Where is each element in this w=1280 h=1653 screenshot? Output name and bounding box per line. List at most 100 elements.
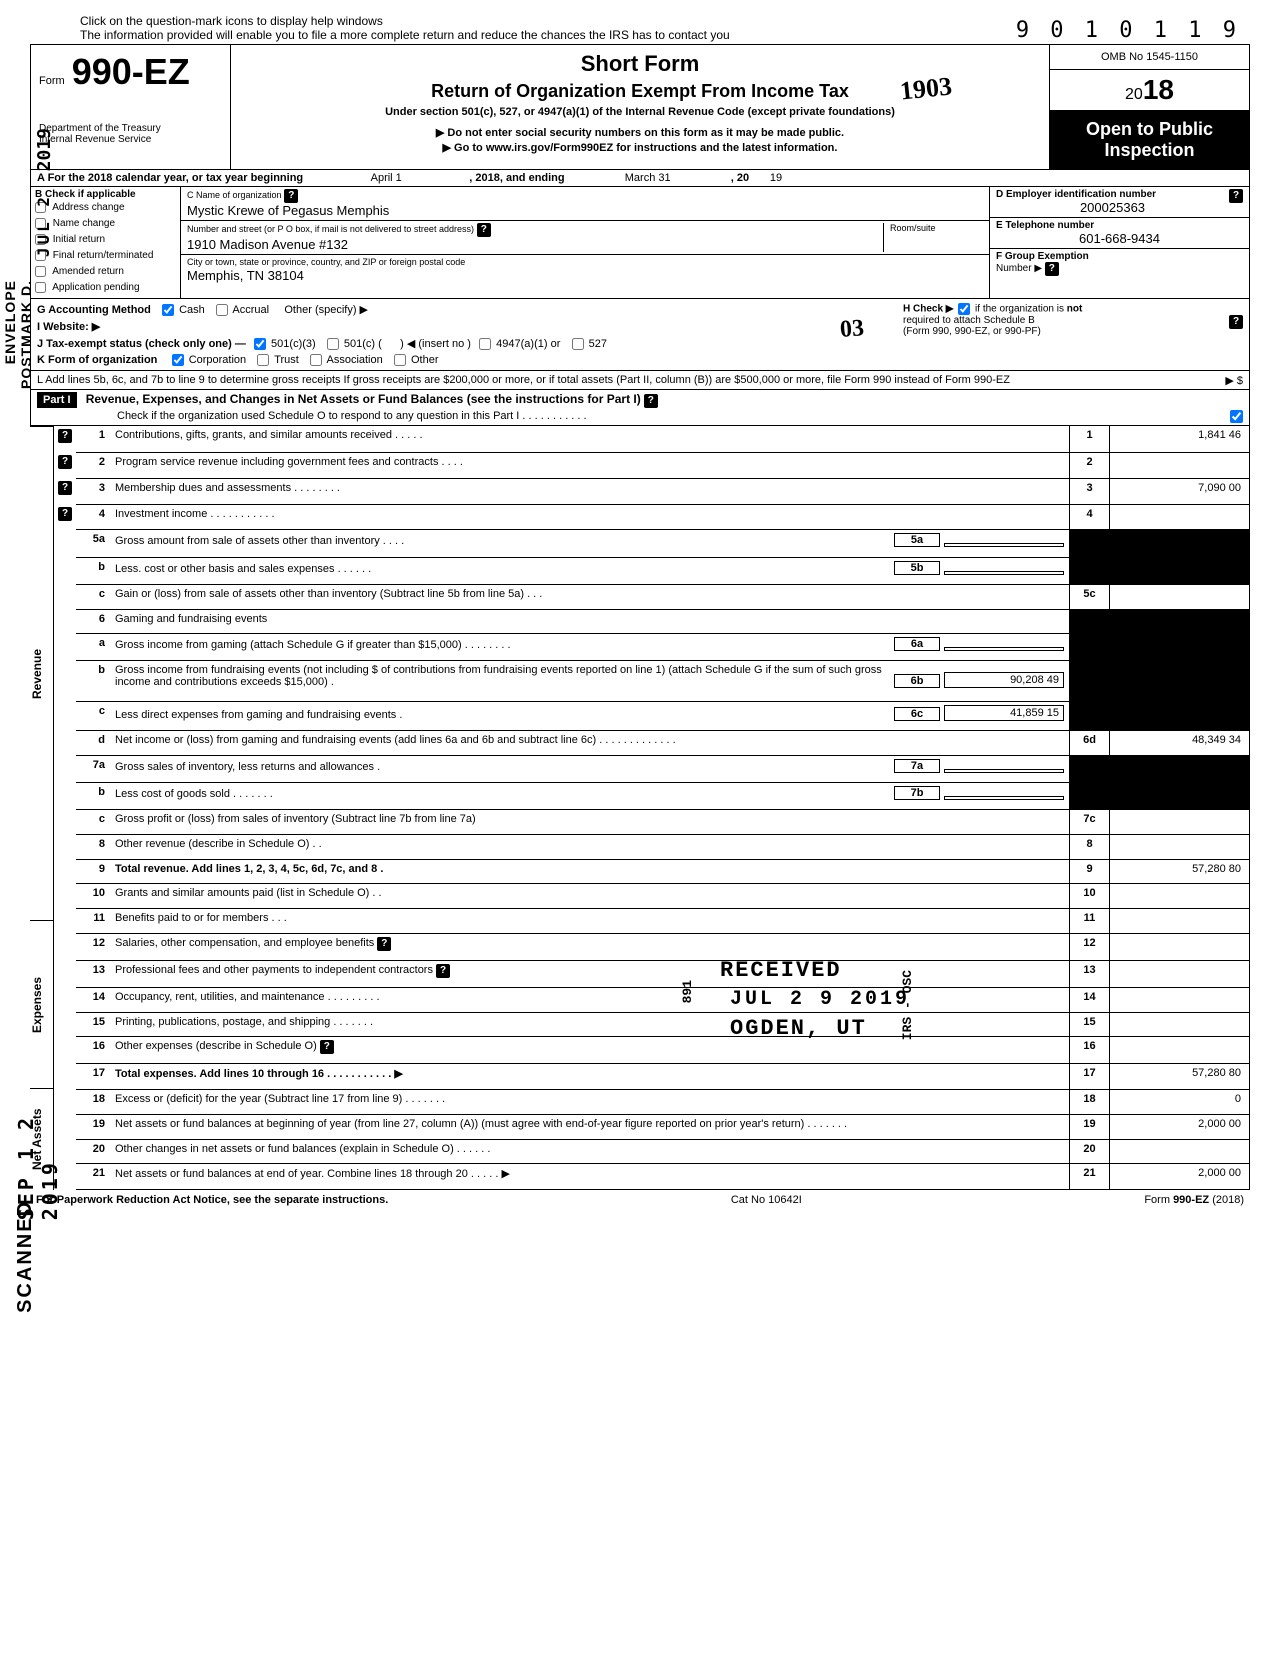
inner-box-amount: 90,208 49 — [944, 672, 1064, 688]
help-icon[interactable]: ? — [1229, 315, 1243, 329]
line-5a: 5aGross amount from sale of assets other… — [54, 530, 1250, 557]
line-number: 4 — [76, 504, 110, 530]
line-box: 19 — [1070, 1115, 1110, 1140]
line-box — [1070, 609, 1110, 634]
line-description: Other expenses (describe in Schedule O) … — [110, 1037, 1070, 1064]
line-amount — [1110, 1139, 1250, 1164]
line-7c: cGross profit or (loss) from sales of in… — [54, 810, 1250, 835]
chk-address-change[interactable]: Address change — [35, 200, 176, 216]
group-exemption-label: F Group Exemption — [996, 251, 1089, 262]
line-17: 17Total expenses. Add lines 10 through 1… — [54, 1064, 1250, 1090]
line-number: 6 — [76, 609, 110, 634]
help-icon[interactable]: ? — [320, 1040, 334, 1054]
inner-box-amount — [944, 647, 1064, 651]
chk-schedule-o-used[interactable] — [1230, 410, 1243, 423]
chk-name-change[interactable]: Name change — [35, 216, 176, 232]
line-number: b — [76, 783, 110, 810]
row-L-text: L Add lines 5b, 6c, and 7b to line 9 to … — [37, 374, 1010, 386]
chk-corporation[interactable] — [172, 354, 184, 366]
chk-schedule-b-not-required[interactable] — [958, 303, 970, 315]
line-description: Salaries, other compensation, and employ… — [110, 933, 1070, 960]
line-6d: dNet income or (loss) from gaming and fu… — [54, 731, 1250, 756]
line-1: ?1Contributions, gifts, grants, and simi… — [54, 426, 1250, 452]
line-box — [1070, 530, 1110, 557]
help-icon[interactable]: ? — [1229, 189, 1243, 203]
line-number: c — [76, 584, 110, 609]
footer-mid: Cat No 10642I — [731, 1194, 802, 1206]
chk-accrual[interactable] — [216, 304, 228, 316]
section-revenue: Revenue — [30, 426, 54, 920]
help-icon[interactable]: ? — [644, 394, 658, 408]
line-6c: cLess direct expenses from gaming and fu… — [54, 701, 1250, 731]
part1-header: Part I — [37, 392, 77, 408]
tax-year-prefix: 20 — [1125, 86, 1143, 103]
line-number: 11 — [76, 908, 110, 933]
line-box: 20 — [1070, 1139, 1110, 1164]
chk-other-org[interactable] — [394, 354, 406, 366]
chk-527[interactable] — [572, 338, 584, 350]
chk-501c[interactable] — [327, 338, 339, 350]
line-11: 11Benefits paid to or for members . . .1… — [54, 908, 1250, 933]
open-to-public: Open to Public Inspection — [1050, 111, 1249, 169]
line-number: 16 — [76, 1037, 110, 1064]
help-icon[interactable]: ? — [58, 481, 72, 495]
line-description: Printing, publications, postage, and shi… — [110, 1012, 1070, 1037]
line-number: 17 — [76, 1064, 110, 1090]
chk-association[interactable] — [310, 354, 322, 366]
dept-irs: Internal Revenue Service — [39, 134, 222, 145]
line-number: 7a — [76, 755, 110, 782]
section-netassets: Net Assets — [30, 1088, 54, 1190]
footer: For Paperwork Reduction Act Notice, see … — [30, 1190, 1250, 1210]
chk-initial-return[interactable]: Initial return — [35, 232, 176, 248]
chk-4947a1[interactable] — [479, 338, 491, 350]
row-A-end: March 31 — [568, 172, 728, 184]
help-icon[interactable]: ? — [58, 507, 72, 521]
chk-trust[interactable] — [257, 354, 269, 366]
line-amount — [1110, 557, 1250, 584]
short-form-label: Short Form — [239, 51, 1041, 77]
line-12: 12Salaries, other compensation, and empl… — [54, 933, 1250, 960]
line-amount: 7,090 00 — [1110, 478, 1250, 504]
help-icon[interactable]: ? — [377, 937, 391, 951]
line-18: 18Excess or (deficit) for the year (Subt… — [54, 1090, 1250, 1115]
part1-check-text: Check if the organization used Schedule … — [117, 410, 587, 422]
line-description: Gross income from fundraising events (no… — [110, 661, 1070, 701]
help-icon[interactable]: ? — [58, 455, 72, 469]
help-icon[interactable]: ? — [284, 189, 298, 203]
line-box — [1070, 755, 1110, 782]
org-name-label: C Name of organization — [187, 190, 282, 200]
line-description: Gross amount from sale of assets other t… — [110, 530, 1070, 557]
chk-cash[interactable] — [162, 304, 174, 316]
row-I-label: I Website: ▶ — [37, 321, 100, 333]
line-box — [1070, 634, 1110, 661]
line-box: 13 — [1070, 960, 1110, 987]
chk-application-pending[interactable]: Application pending — [35, 280, 176, 296]
line-box: 3 — [1070, 478, 1110, 504]
line-number: b — [76, 557, 110, 584]
line-box: 17 — [1070, 1064, 1110, 1090]
line-box: 14 — [1070, 987, 1110, 1012]
dln-number: 9 0 1 0 1 1 9 — [1016, 18, 1240, 43]
line-amount — [1110, 884, 1250, 909]
col-DE: D Employer identification number ? 20002… — [989, 187, 1249, 298]
tax-year-value: 18 — [1143, 74, 1174, 105]
help-icon[interactable]: ? — [58, 429, 72, 443]
line-amount — [1110, 661, 1250, 701]
line-amount — [1110, 530, 1250, 557]
chk-501c3[interactable] — [254, 338, 266, 350]
line-number: 21 — [76, 1164, 110, 1190]
chk-final-return[interactable]: Final return/terminated — [35, 248, 176, 264]
help-icon[interactable]: ? — [1045, 262, 1059, 276]
line-amount — [1110, 933, 1250, 960]
form-number: 990-EZ — [72, 51, 190, 93]
line-number: d — [76, 731, 110, 756]
line-description: Professional fees and other payments to … — [110, 960, 1070, 987]
line-description: Benefits paid to or for members . . . — [110, 908, 1070, 933]
col-C: C Name of organization ? Mystic Krewe of… — [181, 187, 989, 298]
line-15: 15Printing, publications, postage, and s… — [54, 1012, 1250, 1037]
help-icon[interactable]: ? — [477, 223, 491, 237]
chk-amended-return[interactable]: Amended return — [35, 264, 176, 280]
help-icon[interactable]: ? — [436, 964, 450, 978]
line-21: 21Net assets or fund balances at end of … — [54, 1164, 1250, 1190]
inner-box-amount — [944, 796, 1064, 800]
